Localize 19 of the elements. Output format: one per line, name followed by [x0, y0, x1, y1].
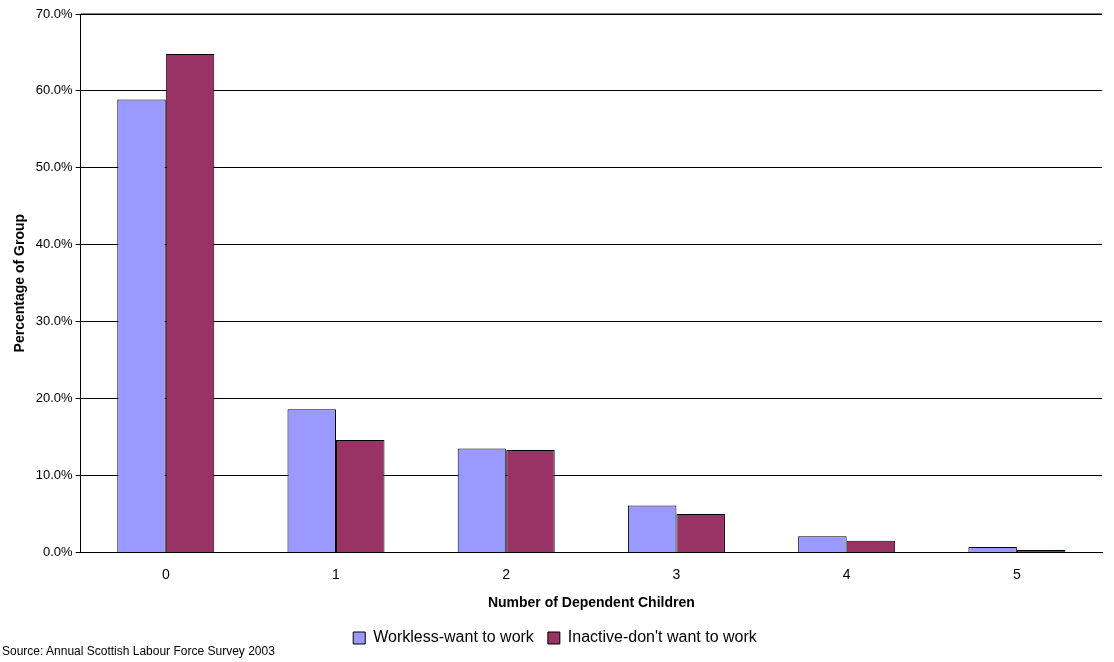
legend-label: Inactive-don't want to work [567, 628, 758, 646]
y-tick-label: 30.0% [35, 313, 74, 329]
x-axis-title: Number of Dependent Children [487, 594, 695, 611]
y-tick-label: 20.0% [35, 390, 74, 406]
y-tick-label: 70.0% [35, 5, 74, 21]
x-tick-label: 2 [502, 565, 511, 582]
y-tick-label: 50.0% [35, 159, 74, 175]
x-tick-label: 3 [672, 565, 681, 582]
y-tick-label: 40.0% [35, 236, 74, 252]
x-tick-label: 5 [1012, 565, 1021, 582]
x-tick-label: 0 [161, 565, 170, 582]
legend-label: Workless-want to work [373, 628, 535, 646]
x-tick-label: 4 [842, 565, 851, 582]
y-axis-title: Percentage of Group [11, 213, 28, 353]
y-tick-label: 60.0% [35, 82, 74, 98]
x-tick-label: 1 [332, 565, 341, 582]
y-tick-label: 0.0% [43, 543, 74, 559]
y-tick-label: 10.0% [35, 467, 74, 483]
source-note: Source: Annual Scottish Labour Force Survey 2003 [2, 644, 275, 658]
